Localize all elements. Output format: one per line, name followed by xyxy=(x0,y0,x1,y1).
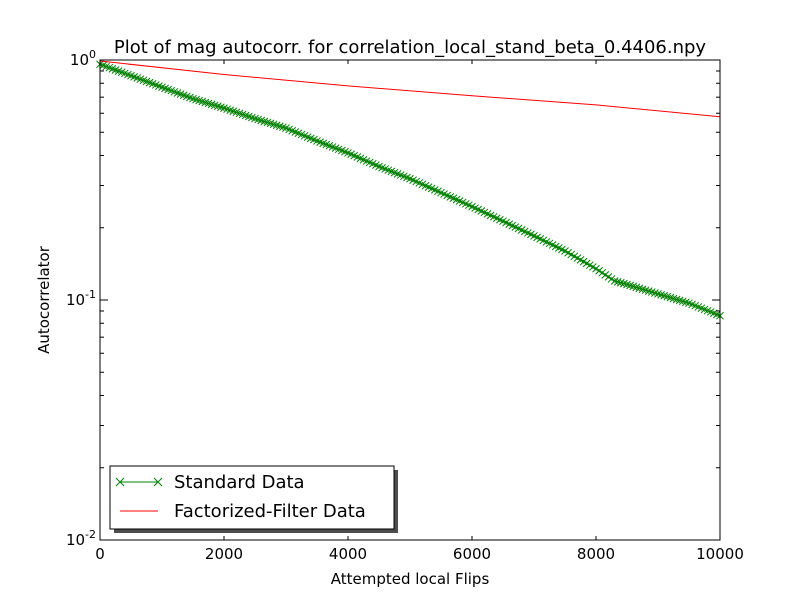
legend-label: Factorized-Filter Data xyxy=(174,501,366,522)
x-tick-label: 6000 xyxy=(453,545,491,563)
y-tick-label: 100 xyxy=(70,48,96,69)
x-tick-label: 4000 xyxy=(329,545,367,563)
series-0 xyxy=(96,60,724,320)
x-tick-label: 0 xyxy=(95,545,105,563)
legend-entries: Standard Data Factorized-Filter Data xyxy=(115,472,366,522)
legend-marker-swatch xyxy=(115,477,125,487)
series-line xyxy=(99,60,721,118)
y-axis-label: Autocorrelator xyxy=(35,245,53,354)
chart-title: Plot of mag autocorr. for correlation_lo… xyxy=(114,37,707,58)
x-tick-label: 8000 xyxy=(577,545,615,563)
legend: Standard Data Factorized-Filter Data xyxy=(109,465,398,533)
legend-label: Standard Data xyxy=(174,472,305,493)
y-tick-label: 10-2 xyxy=(66,528,96,549)
series-layer xyxy=(96,60,724,320)
legend-entry-0: Standard Data xyxy=(115,472,305,493)
legend-box xyxy=(109,465,395,530)
ticks-layer: 0 2000 4000 6000 8000 10000 10-2 10-1 100 xyxy=(66,48,744,563)
y-tick-label: 10-1 xyxy=(66,288,96,309)
x-tick-label: 10000 xyxy=(696,545,744,563)
x-axis-label: Attempted local Flips xyxy=(331,570,490,588)
x-tick-label: 2000 xyxy=(205,545,243,563)
legend-marker-swatch xyxy=(153,477,163,487)
plot-area: 0 2000 4000 6000 8000 10000 10-2 10-1 100 xyxy=(66,48,744,563)
legend-entry-1: Factorized-Filter Data xyxy=(120,501,366,522)
series-1 xyxy=(99,60,721,118)
